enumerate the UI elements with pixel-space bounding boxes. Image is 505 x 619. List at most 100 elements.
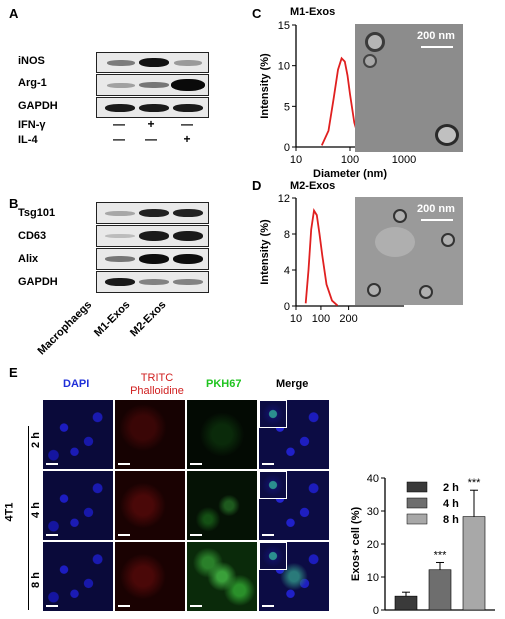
panel-letter-e: E: [9, 365, 18, 380]
x-tick-label: 100: [312, 313, 330, 325]
y-axis-label: Intensity (%): [259, 53, 271, 119]
blot-cd63: [96, 225, 209, 247]
y-tick-label: 20: [367, 539, 379, 551]
y-tick-label: 0: [373, 605, 379, 617]
y-tick-label: 0: [284, 301, 290, 313]
treatment-mark: —: [145, 132, 157, 146]
legend-label: 8 h: [443, 514, 459, 526]
y-axis-label: Exos+ cell (%): [350, 507, 362, 582]
x-tick-label: 10: [290, 313, 302, 325]
channel-label-dapi: DAPI: [63, 378, 90, 390]
micro-tritc-8h: [115, 542, 185, 611]
legend-swatch: [406, 513, 428, 525]
bar: [462, 516, 486, 611]
legend-label: 4 h: [443, 498, 459, 510]
scale-label-d: 200 nm: [417, 203, 455, 215]
y-tick-label: 30: [367, 506, 379, 518]
y-tick-label: 5: [284, 101, 290, 113]
blot-arg1: [96, 74, 209, 96]
scale-bar: [190, 605, 202, 607]
scale-bar: [262, 534, 274, 536]
micro-merge-4h: [259, 471, 329, 540]
row-label-inos: iNOS: [18, 55, 45, 67]
y-tick-label: 8: [284, 229, 290, 241]
scale-bar: [190, 463, 202, 465]
blot-gapdh-b: [96, 271, 209, 293]
blot-inos: [96, 52, 209, 73]
scale-bar: [421, 219, 453, 221]
treatment-mark: +: [183, 132, 191, 146]
panel-letter-d: D: [252, 178, 262, 193]
scale-bar: [118, 605, 130, 607]
blot-tsg101: [96, 202, 209, 224]
channel-label-merge: Merge: [276, 378, 309, 390]
y-tick-label: 4: [284, 265, 290, 277]
micro-tritc-4h: [115, 471, 185, 540]
chart-title-c: M1-Exos: [290, 6, 336, 18]
micro-dapi-4h: [43, 471, 113, 540]
tem-image-m1: 200 nm: [355, 24, 463, 152]
x-tick-label: 10: [290, 154, 302, 166]
legend-swatch: [406, 497, 428, 509]
channel-label-pkh67: PKH67: [206, 378, 242, 390]
micro-pkh67-2h: [187, 400, 257, 469]
scale-bar: [190, 534, 202, 536]
micro-tritc-2h: [115, 400, 185, 469]
y-tick-label: 15: [278, 20, 290, 32]
panel-letter-b: B: [9, 196, 19, 211]
scale-bar: [118, 463, 130, 465]
panel-letter-a: A: [9, 6, 19, 21]
x-tick-label: 1000: [392, 154, 416, 166]
significance-label: ***: [468, 477, 482, 489]
row-label-gapdh-b: GAPDH: [18, 276, 58, 288]
micro-dapi-2h: [43, 400, 113, 469]
scale-bar: [46, 534, 58, 536]
chart-title-d: M2-Exos: [290, 180, 336, 192]
y-tick-label: 10: [367, 572, 379, 584]
x-axis-label: Diameter (nm): [313, 168, 387, 180]
y-tick-label: 0: [284, 142, 290, 154]
channel-label-tritc: TRITC Phalloidine: [130, 372, 184, 397]
scale-bar: [46, 605, 58, 607]
blot-alix: [96, 248, 209, 270]
merge-inset: [259, 542, 287, 570]
row-label-tsg101: Tsg101: [18, 207, 56, 219]
scale-bar: [262, 463, 274, 465]
row-label-cd63: CD63: [18, 230, 47, 242]
scale-bar: [46, 463, 58, 465]
x-tick-label: 200: [339, 313, 357, 325]
scale-bar: [118, 534, 130, 536]
legend-label: 2 h: [443, 482, 459, 494]
treatment-mark: —: [113, 132, 125, 146]
treatment-mark: +: [147, 117, 155, 131]
row-label-arg1: Arg-1: [18, 77, 47, 89]
treatment-mark: —: [181, 117, 193, 131]
y-tick-label: 10: [278, 61, 290, 73]
blot-gapdh-a: [96, 97, 209, 118]
micro-merge-8h: [259, 542, 329, 611]
treatment-label-ifng: IFN-γ: [18, 119, 46, 131]
row-bracket: [28, 426, 29, 610]
legend-swatch: [406, 481, 428, 493]
row-label-alix: Alix: [18, 253, 39, 265]
treatment-mark: —: [113, 117, 125, 131]
tem-image-m2: 200 nm: [355, 197, 463, 305]
micro-dapi-8h: [43, 542, 113, 611]
x-tick-label: 100: [341, 154, 359, 166]
micro-merge-2h: [259, 400, 329, 469]
scale-bar: [262, 605, 274, 607]
scale-bar: [421, 46, 453, 48]
scale-label-c: 200 nm: [417, 30, 455, 42]
bar: [394, 595, 418, 611]
y-axis-label: Intensity (%): [259, 219, 271, 285]
micro-pkh67-8h: [187, 542, 257, 611]
panel-letter-c: C: [252, 6, 262, 21]
row-label-gapdh-a: GAPDH: [18, 100, 58, 112]
micro-pkh67-4h: [187, 471, 257, 540]
treatment-label-il4: IL-4: [18, 134, 38, 146]
significance-label: ***: [434, 549, 448, 561]
y-tick-label: 40: [367, 473, 379, 485]
